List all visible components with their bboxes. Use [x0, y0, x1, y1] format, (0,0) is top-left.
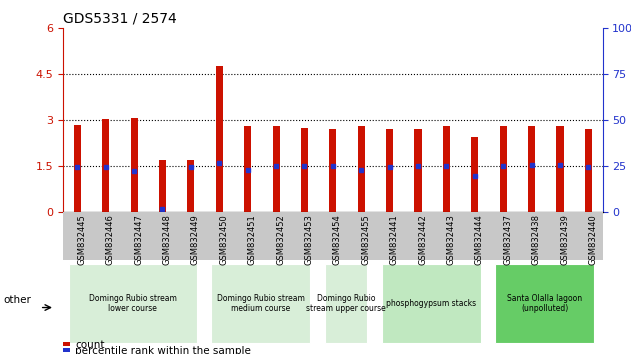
- Text: Domingo Rubio stream
lower course: Domingo Rubio stream lower course: [89, 294, 177, 313]
- Bar: [528, 126, 535, 212]
- Bar: [131, 118, 138, 212]
- Text: GSM832444: GSM832444: [475, 214, 484, 265]
- Text: Santa Olalla lagoon
(unpolluted): Santa Olalla lagoon (unpolluted): [507, 294, 582, 313]
- Text: GSM832455: GSM832455: [361, 214, 370, 265]
- Text: percentile rank within the sample: percentile rank within the sample: [75, 346, 251, 354]
- Text: GSM832441: GSM832441: [390, 214, 399, 265]
- Bar: [557, 126, 563, 212]
- Bar: [329, 129, 336, 212]
- Bar: [187, 160, 194, 212]
- Text: GSM832446: GSM832446: [106, 214, 115, 265]
- Bar: [443, 126, 450, 212]
- Text: GSM832447: GSM832447: [134, 214, 143, 265]
- Bar: [102, 119, 109, 212]
- Text: other: other: [3, 295, 31, 304]
- Text: count: count: [75, 340, 105, 350]
- Text: GSM832450: GSM832450: [220, 214, 228, 265]
- Text: GSM832448: GSM832448: [163, 214, 172, 265]
- Text: Domingo Rubio
stream upper course: Domingo Rubio stream upper course: [306, 294, 386, 313]
- Bar: [585, 129, 592, 212]
- Bar: [74, 125, 81, 212]
- Bar: [301, 128, 308, 212]
- Bar: [386, 129, 393, 212]
- Text: GSM832449: GSM832449: [191, 214, 200, 265]
- Bar: [159, 160, 166, 212]
- Text: GDS5331 / 2574: GDS5331 / 2574: [63, 12, 177, 26]
- Text: GSM832454: GSM832454: [333, 214, 342, 265]
- Text: GSM832438: GSM832438: [532, 214, 541, 265]
- Bar: [244, 126, 251, 212]
- Text: GSM832442: GSM832442: [418, 214, 427, 265]
- Text: GSM832439: GSM832439: [560, 214, 569, 265]
- Bar: [358, 126, 365, 212]
- Bar: [216, 66, 223, 212]
- Text: GSM832437: GSM832437: [504, 214, 512, 265]
- Text: phosphogypsum stacks: phosphogypsum stacks: [386, 299, 476, 308]
- Bar: [273, 126, 280, 212]
- Text: GSM832440: GSM832440: [589, 214, 598, 265]
- Text: GSM832445: GSM832445: [77, 214, 86, 265]
- Text: GSM832443: GSM832443: [446, 214, 456, 265]
- Text: Domingo Rubio stream
medium course: Domingo Rubio stream medium course: [216, 294, 305, 313]
- Text: GSM832451: GSM832451: [247, 214, 257, 265]
- Bar: [500, 126, 507, 212]
- Text: GSM832453: GSM832453: [305, 214, 314, 265]
- Bar: [415, 129, 422, 212]
- Bar: [471, 137, 478, 212]
- Text: GSM832452: GSM832452: [276, 214, 285, 265]
